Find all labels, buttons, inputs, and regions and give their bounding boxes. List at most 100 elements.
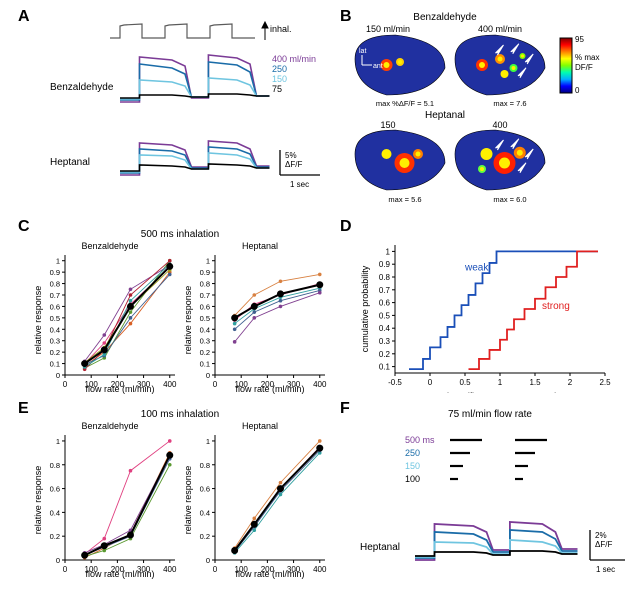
svg-text:Benzaldehyde: Benzaldehyde bbox=[50, 82, 114, 93]
svg-text:ΔF/F: ΔF/F bbox=[595, 540, 612, 549]
svg-text:0.3: 0.3 bbox=[379, 337, 391, 346]
svg-text:0.1: 0.1 bbox=[379, 363, 391, 372]
svg-text:0: 0 bbox=[206, 371, 210, 380]
svg-text:75 ml/min flow rate: 75 ml/min flow rate bbox=[448, 409, 532, 420]
svg-text:500 ms inhalation: 500 ms inhalation bbox=[141, 229, 219, 240]
svg-text:0.1: 0.1 bbox=[50, 360, 60, 369]
svg-text:0: 0 bbox=[575, 86, 580, 95]
svg-text:0.7: 0.7 bbox=[200, 291, 210, 300]
svg-text:1 sec: 1 sec bbox=[290, 180, 309, 189]
svg-text:400: 400 bbox=[492, 120, 507, 130]
svg-text:Benzaldehyde: Benzaldehyde bbox=[81, 241, 138, 251]
svg-text:0.4: 0.4 bbox=[200, 325, 210, 334]
svg-text:Heptanal: Heptanal bbox=[242, 421, 278, 431]
svg-text:0.4: 0.4 bbox=[50, 325, 60, 334]
panel-D-cdf: -0.500.511.522.50.10.20.30.40.50.60.70.8… bbox=[355, 225, 625, 393]
svg-text:0.8: 0.8 bbox=[200, 461, 210, 470]
svg-text:0.2: 0.2 bbox=[50, 532, 60, 541]
svg-text:Heptanal: Heptanal bbox=[50, 157, 90, 168]
svg-text:ant: ant bbox=[373, 63, 383, 70]
svg-text:0.5: 0.5 bbox=[200, 314, 210, 323]
svg-text:0: 0 bbox=[56, 556, 60, 565]
svg-text:150: 150 bbox=[272, 74, 287, 84]
svg-text:0.3: 0.3 bbox=[50, 337, 60, 346]
svg-text:0.9: 0.9 bbox=[50, 268, 60, 277]
svg-text:100 ms inhalation: 100 ms inhalation bbox=[141, 409, 219, 420]
svg-text:2: 2 bbox=[568, 378, 573, 387]
svg-text:Benzaldehyde: Benzaldehyde bbox=[81, 421, 138, 431]
svg-text:0.6: 0.6 bbox=[200, 302, 210, 311]
svg-text:400: 400 bbox=[163, 380, 177, 389]
svg-text:1: 1 bbox=[56, 257, 60, 266]
svg-text:relative response: relative response bbox=[33, 466, 43, 535]
svg-text:0.2: 0.2 bbox=[50, 348, 60, 357]
panel-C-charts: 500 ms inhalationBenzaldehyde Heptanal 0 1 0… bbox=[30, 225, 330, 395]
svg-text:0.6: 0.6 bbox=[379, 299, 391, 308]
svg-text:DF/F: DF/F bbox=[575, 63, 593, 72]
svg-text:0: 0 bbox=[63, 380, 68, 389]
panel-label-D: D bbox=[340, 218, 352, 236]
svg-text:0.4: 0.4 bbox=[200, 508, 210, 517]
svg-text:0.6: 0.6 bbox=[50, 485, 60, 494]
svg-text:0: 0 bbox=[56, 371, 60, 380]
svg-text:max %ΔF/F = 5.1: max %ΔF/F = 5.1 bbox=[376, 99, 434, 108]
svg-text:400: 400 bbox=[313, 380, 327, 389]
svg-text:100: 100 bbox=[405, 474, 420, 484]
svg-text:0: 0 bbox=[428, 378, 433, 387]
svg-text:5%: 5% bbox=[285, 151, 297, 160]
panel-label-E: E bbox=[18, 400, 29, 418]
svg-text:2%: 2% bbox=[595, 531, 607, 540]
svg-text:flow rate (ml/min): flow rate (ml/min) bbox=[85, 384, 154, 394]
svg-text:0.2: 0.2 bbox=[200, 348, 210, 357]
svg-text:0.9: 0.9 bbox=[379, 260, 391, 269]
svg-text:0: 0 bbox=[213, 565, 218, 574]
svg-text:-0.5: -0.5 bbox=[388, 378, 402, 387]
svg-text:relative response: relative response bbox=[183, 466, 193, 535]
svg-text:150 ml/min: 150 ml/min bbox=[366, 24, 410, 34]
svg-text:ΔF/F: ΔF/F bbox=[285, 160, 302, 169]
svg-text:1: 1 bbox=[206, 437, 210, 446]
panel-label-C: C bbox=[18, 218, 30, 236]
svg-text:slope (flowrate vs. response): slope (flowrate vs. response) bbox=[442, 391, 557, 393]
svg-text:0: 0 bbox=[213, 380, 218, 389]
svg-text:0.2: 0.2 bbox=[379, 350, 391, 359]
svg-text:1 sec: 1 sec bbox=[596, 565, 615, 574]
svg-text:0.5: 0.5 bbox=[379, 311, 391, 320]
svg-text:250: 250 bbox=[405, 448, 420, 458]
svg-text:max = 5.6: max = 5.6 bbox=[388, 195, 421, 204]
svg-text:75: 75 bbox=[272, 84, 282, 94]
svg-text:0: 0 bbox=[63, 565, 68, 574]
panel-label-F: F bbox=[340, 400, 350, 418]
panel-B-heatmaps: Benzaldehyde150 ml/min400 ml/minmax %ΔF/… bbox=[350, 10, 630, 210]
svg-text:max = 7.6: max = 7.6 bbox=[493, 99, 526, 108]
svg-text:Heptanal: Heptanal bbox=[360, 542, 400, 553]
svg-text:0.8: 0.8 bbox=[50, 280, 60, 289]
panel-F-traces: 75 ml/min flow rate500 ms250150100Heptan… bbox=[350, 405, 630, 585]
svg-text:strong: strong bbox=[542, 301, 570, 312]
svg-text:Heptanal: Heptanal bbox=[242, 241, 278, 251]
svg-text:relative response: relative response bbox=[183, 286, 193, 355]
svg-text:1: 1 bbox=[386, 247, 391, 256]
svg-text:0.8: 0.8 bbox=[50, 461, 60, 470]
svg-text:400 ml/min: 400 ml/min bbox=[272, 54, 316, 64]
svg-text:0.6: 0.6 bbox=[50, 302, 60, 311]
svg-text:Benzaldehyde: Benzaldehyde bbox=[413, 12, 477, 23]
svg-text:1.5: 1.5 bbox=[529, 378, 541, 387]
svg-text:0.7: 0.7 bbox=[379, 286, 391, 295]
svg-text:0.6: 0.6 bbox=[200, 485, 210, 494]
svg-text:inhal.: inhal. bbox=[270, 24, 292, 34]
panel-A-traces: inhal.Benzaldehyde400 ml/min25015075Hept… bbox=[30, 10, 320, 210]
panel-E-charts: 100 ms inhalationBenzaldehyde Heptanal 0 1 0… bbox=[30, 405, 330, 585]
svg-text:2.5: 2.5 bbox=[599, 378, 611, 387]
svg-text:400: 400 bbox=[163, 565, 177, 574]
svg-text:1: 1 bbox=[498, 378, 503, 387]
svg-text:Heptanal: Heptanal bbox=[425, 110, 465, 121]
svg-text:flow rate (ml/min): flow rate (ml/min) bbox=[235, 384, 304, 394]
svg-text:0.5: 0.5 bbox=[50, 314, 60, 323]
svg-text:95: 95 bbox=[575, 35, 584, 44]
svg-text:lat: lat bbox=[359, 48, 366, 55]
svg-text:150: 150 bbox=[405, 461, 420, 471]
svg-text:0.2: 0.2 bbox=[200, 532, 210, 541]
svg-text:relative response: relative response bbox=[33, 286, 43, 355]
svg-text:max = 6.0: max = 6.0 bbox=[493, 195, 526, 204]
